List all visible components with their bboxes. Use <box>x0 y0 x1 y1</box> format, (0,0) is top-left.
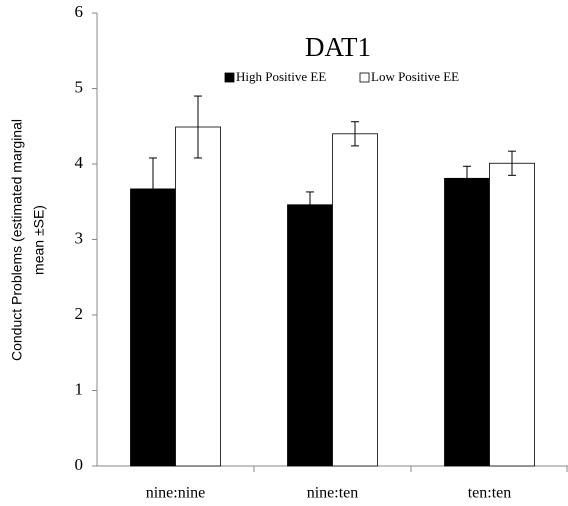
y-tick-label: 4 <box>75 153 84 172</box>
error-bar <box>149 157 157 221</box>
x-tick-label: nine:nine <box>146 485 206 502</box>
y-tick-label: 5 <box>75 77 84 96</box>
x-tick-label: nine:ten <box>307 485 359 502</box>
error-bar <box>351 121 359 147</box>
y-tick-label: 1 <box>75 379 84 398</box>
bar <box>332 133 378 467</box>
bar <box>444 177 490 467</box>
error-bar <box>463 165 471 191</box>
y-axis-label: Conduct Problems (estimated marginal mea… <box>9 119 47 361</box>
x-tick-label: ten:ten <box>468 485 512 502</box>
chart-title: DAT1 <box>305 32 371 62</box>
y-axis-label-line: mean ±SE) <box>31 205 47 275</box>
error-bar <box>194 95 202 159</box>
error-bar <box>508 150 516 176</box>
legend-label: High Positive EE <box>236 69 326 84</box>
y-axis-label-line: Conduct Problems (estimated marginal <box>9 119 25 361</box>
legend-label: Low Positive EE <box>371 69 459 84</box>
bar <box>287 204 333 467</box>
bar <box>489 162 535 467</box>
legend-swatch <box>359 72 370 83</box>
legend-swatch <box>224 72 235 83</box>
error-bar <box>306 191 314 219</box>
y-tick-label: 6 <box>75 2 84 21</box>
bar <box>130 188 176 467</box>
y-tick-label: 0 <box>75 455 84 474</box>
y-tick-label: 2 <box>75 304 84 323</box>
y-tick-label: 3 <box>75 228 84 247</box>
bar <box>175 126 221 467</box>
